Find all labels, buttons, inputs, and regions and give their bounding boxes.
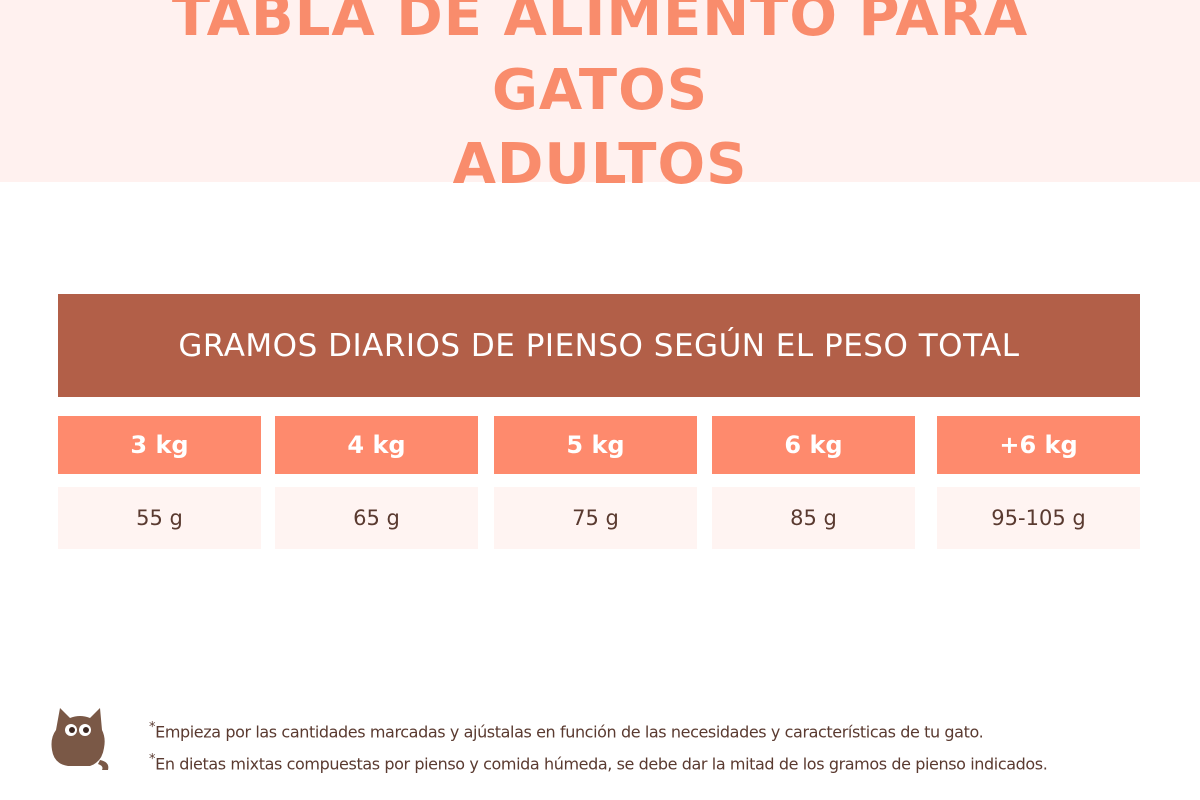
amount-value: 75 g (494, 487, 697, 549)
column-6kg: 6 kg 85 g (712, 416, 915, 549)
weight-header: 5 kg (494, 416, 697, 474)
header: TABLA DE ALIMENTO PARA GATOS ADULTOS (0, 0, 1200, 197)
table-banner: GRAMOS DIARIOS DE PIENSO SEGÚN EL PESO T… (58, 294, 1140, 397)
column-plus-6kg: +6 kg 95-105 g (937, 416, 1140, 549)
amount-value: 95-105 g (937, 487, 1140, 549)
footnote-1: *Empieza por las cantidades marcadas y a… (149, 720, 984, 742)
column-4kg: 4 kg 65 g (275, 416, 478, 549)
weight-header: 3 kg (58, 416, 261, 474)
column-5kg: 5 kg 75 g (494, 416, 697, 549)
banner-text: GRAMOS DIARIOS DE PIENSO SEGÚN EL PESO T… (178, 327, 1020, 364)
title-line-1: TABLA DE ALIMENTO PARA GATOS (171, 0, 1029, 123)
title-line-2: ADULTOS (452, 132, 748, 197)
column-3kg: 3 kg 55 g (58, 416, 261, 549)
weight-header: 4 kg (275, 416, 478, 474)
weight-header: +6 kg (937, 416, 1140, 474)
page-title: TABLA DE ALIMENTO PARA GATOS ADULTOS (60, 0, 1140, 202)
amount-value: 85 g (712, 487, 915, 549)
footnotes: *Empieza por las cantidades marcadas y a… (149, 714, 1149, 779)
cat-icon (51, 708, 109, 770)
amount-value: 55 g (58, 487, 261, 549)
footer: *Empieza por las cantidades marcadas y a… (50, 704, 1160, 774)
amount-value: 65 g (275, 487, 478, 549)
weight-header: 6 kg (712, 416, 915, 474)
footnote-2: *En dietas mixtas compuestas por pienso … (149, 752, 1048, 774)
